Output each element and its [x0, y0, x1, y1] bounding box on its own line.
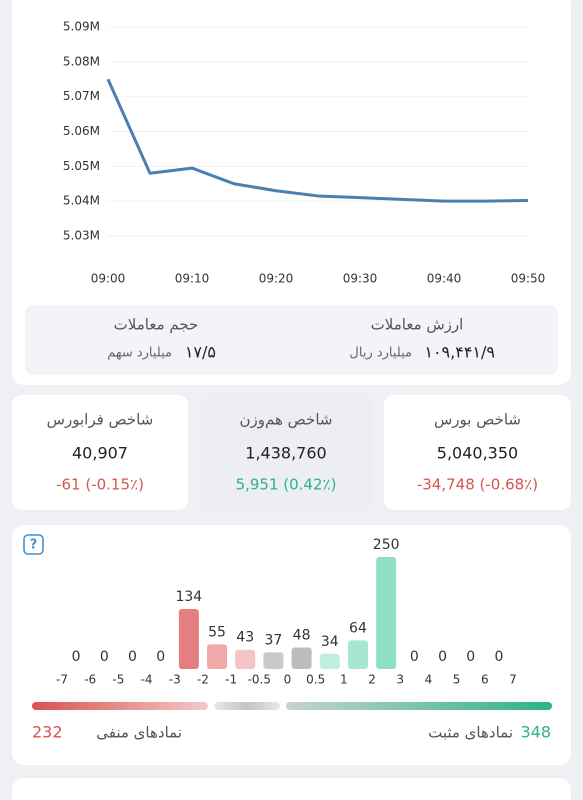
- bin-label: -5: [112, 673, 124, 687]
- bin-label: -7: [56, 673, 68, 687]
- bin-label: 5: [453, 673, 461, 687]
- index-name: شاخص بورس: [434, 411, 521, 429]
- x-tick-label: 09:10: [175, 272, 210, 286]
- index-value: 40,907: [72, 444, 128, 463]
- index-name: شاخص فرابورس: [47, 411, 154, 429]
- positive-bar: [286, 702, 552, 710]
- bin-label: 4: [425, 673, 433, 687]
- help-icon[interactable]: [23, 534, 44, 555]
- y-tick-label: 5.04M: [63, 194, 100, 208]
- bin-label: -2: [197, 673, 209, 687]
- bin-label: -1: [225, 673, 237, 687]
- bin-label: 3: [396, 673, 404, 687]
- index-card: [384, 395, 571, 510]
- trading-value: ۱۰۹,۴۴۱/۹: [424, 343, 495, 362]
- trading-volume-label: حجم معاملات: [114, 316, 199, 334]
- negative-bar: [32, 702, 208, 710]
- bin-label: 0.5: [306, 673, 325, 687]
- bar: [263, 652, 284, 669]
- bar-label: 0: [156, 649, 165, 665]
- bar-label: 55: [208, 624, 226, 640]
- trading-box: [25, 305, 558, 375]
- bin-label: -4: [141, 673, 153, 687]
- negative-count: 232: [32, 723, 63, 742]
- bar-label: 0: [466, 649, 475, 665]
- index-value: 1,438,760: [245, 444, 326, 463]
- bar-label: 134: [175, 589, 202, 605]
- bin-label: 2: [368, 673, 376, 687]
- x-tick-label: 09:00: [91, 272, 126, 286]
- bar: [235, 649, 256, 669]
- bar: [319, 653, 340, 669]
- help-icon-mark: ?: [30, 538, 38, 553]
- y-tick-label: 5.08M: [63, 54, 100, 68]
- bar-label: 34: [321, 634, 339, 650]
- bar-label: 0: [494, 649, 503, 665]
- index-name: شاخص هم‌وزن: [240, 411, 333, 429]
- positive-count: 348: [520, 723, 551, 742]
- x-tick-label: 09:40: [427, 272, 462, 286]
- indices: شاخص بورس 5,040,350 -34,748 (-0.68٪) شاخص ه…: [12, 395, 571, 510]
- index-card: [12, 395, 188, 510]
- bar-label: 37: [264, 632, 282, 648]
- bar-label: 64: [349, 620, 367, 636]
- bar: [178, 608, 199, 669]
- bin-label: -3: [169, 673, 181, 687]
- index-change: 5,951 (0.42٪): [236, 476, 337, 494]
- neutral-bar: [214, 702, 280, 710]
- bar-label: 0: [438, 649, 447, 665]
- price-line: [106, 78, 529, 203]
- bar: [291, 647, 312, 669]
- index-value: 5,040,350: [437, 444, 518, 463]
- trading-volume: ۱۷/۵: [185, 343, 216, 362]
- bin-label: 6: [481, 673, 489, 687]
- positive-label: نمادهای مثبت: [428, 724, 513, 742]
- bar-label: 0: [72, 649, 81, 665]
- bar-label: 43: [236, 630, 254, 646]
- bar-label: 250: [373, 537, 400, 553]
- bin-label: 7: [509, 673, 517, 687]
- x-tick-label: 09:30: [343, 272, 378, 286]
- bar-label: 0: [100, 649, 109, 665]
- trading-value-label: ارزش معاملات: [371, 316, 464, 334]
- y-tick-label: 5.05M: [63, 159, 100, 173]
- bar-label: 0: [410, 649, 419, 665]
- trading-volume-unit: میلیارد سهم: [107, 346, 172, 361]
- trading-value-unit: میلیارد ریال: [349, 346, 412, 361]
- next-card: [12, 778, 571, 800]
- index-card: [200, 395, 372, 510]
- y-tick-label: 5.06M: [63, 124, 100, 138]
- bin-label: 0: [284, 673, 292, 687]
- line-chart: 5.03M 5.04M 5.05M 5.06M 5.07M 5.08M 5.09M 09:00…: [63, 20, 545, 286]
- index-change: -61 (-0.15٪): [56, 476, 144, 494]
- bin-label: 1: [340, 673, 348, 687]
- bar: [376, 557, 397, 669]
- x-tick-label: 09:20: [259, 272, 294, 286]
- x-tick-label: 09:50: [511, 272, 546, 286]
- y-tick-label: 5.09M: [63, 20, 100, 34]
- negative-label: نمادهای منفی: [96, 724, 182, 742]
- bar: [347, 640, 368, 669]
- bin-label: -6: [84, 673, 96, 687]
- bar-label: 48: [293, 627, 311, 643]
- y-tick-label: 5.07M: [63, 89, 100, 103]
- index-change: -34,748 (-0.68٪): [417, 476, 538, 494]
- bar: [207, 644, 228, 669]
- bin-label: -0.5: [248, 673, 271, 687]
- y-tick-label: 5.03M: [63, 229, 100, 243]
- bar-label: 0: [128, 649, 137, 665]
